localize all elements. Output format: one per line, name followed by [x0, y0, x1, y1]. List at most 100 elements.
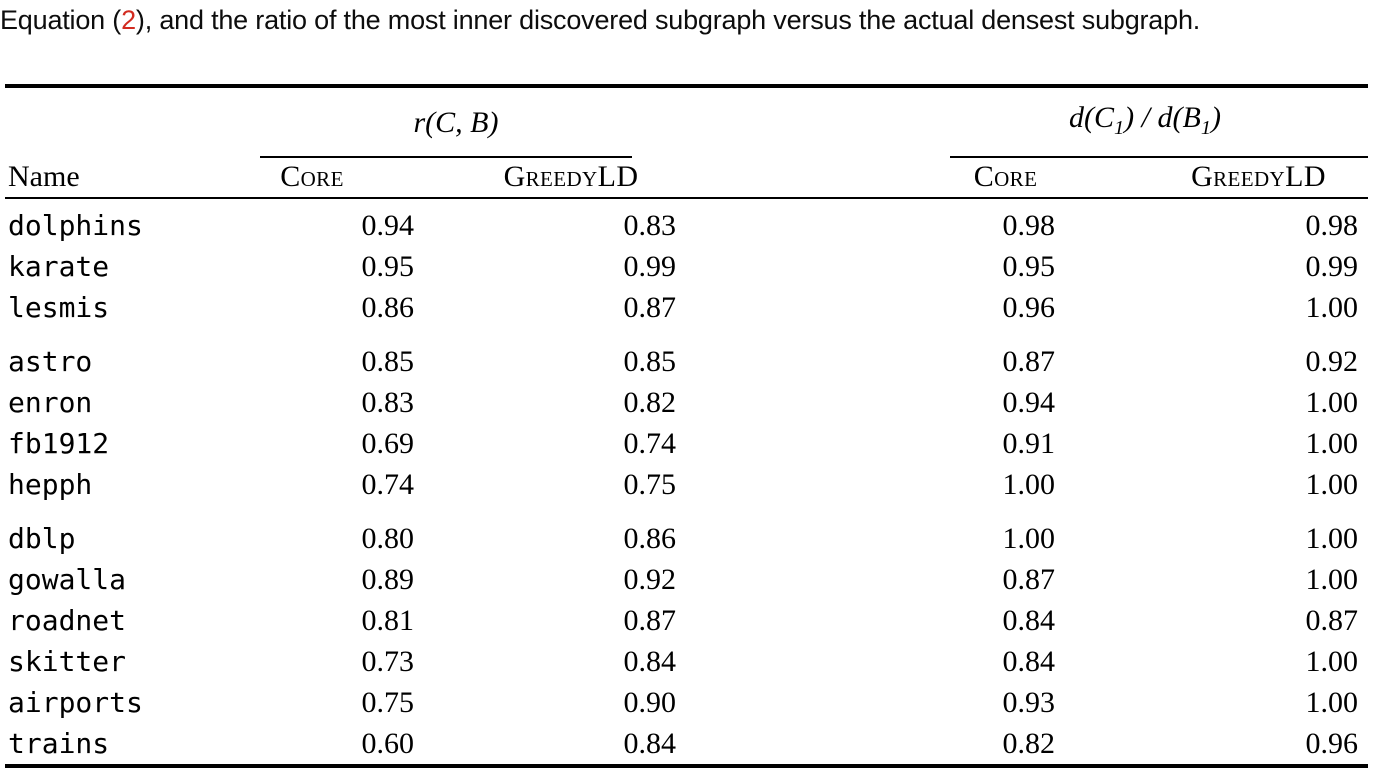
value-density-greedyld: 1.00 — [1305, 385, 1359, 419]
value-ratio-core: 0.74 — [361, 467, 415, 501]
value-density-core: 0.87 — [1002, 344, 1056, 378]
dataset-name: roadnet — [8, 604, 127, 637]
value-ratio-greedyld: 0.87 — [623, 603, 677, 637]
value-density-greedyld: 1.00 — [1305, 562, 1359, 596]
caption-suffix: ), and the ratio of the most inner disco… — [135, 5, 1201, 35]
dataset-name: gowalla — [8, 563, 127, 596]
value-density-core: 0.84 — [1002, 603, 1056, 637]
value-density-core: 0.98 — [1002, 208, 1056, 242]
value-density-core: 0.95 — [1002, 249, 1056, 283]
dataset-name: skitter — [8, 645, 127, 678]
column-header-core-density: Core — [973, 160, 1038, 193]
value-density-greedyld: 0.92 — [1305, 344, 1359, 378]
table-row: trains 0.60 0.84 0.82 0.96 — [5, 723, 1368, 764]
dataset-name: airports — [8, 686, 143, 719]
value-ratio-greedyld: 0.90 — [623, 685, 677, 719]
dataset-name: hepph — [8, 468, 93, 501]
table-row: skitter 0.73 0.84 0.84 1.00 — [5, 641, 1368, 682]
cmidrule-density — [950, 142, 1368, 158]
value-density-greedyld: 0.96 — [1305, 726, 1359, 760]
value-ratio-greedyld: 0.83 — [623, 208, 677, 242]
value-ratio-core: 0.81 — [361, 603, 415, 637]
table-row: roadnet 0.81 0.87 0.84 0.87 — [5, 600, 1368, 641]
value-ratio-greedyld: 0.82 — [623, 385, 677, 419]
table-row: hepph 0.74 0.75 1.00 1.00 — [5, 464, 1368, 505]
table-row: karate 0.95 0.99 0.95 0.99 — [5, 246, 1368, 287]
group-header-row: r(C, B) d(C1) / d(B1) — [5, 88, 1368, 142]
value-ratio-core: 0.89 — [361, 562, 415, 596]
value-density-core: 0.84 — [1002, 644, 1056, 678]
value-ratio-greedyld: 0.99 — [623, 249, 677, 283]
value-density-greedyld: 0.98 — [1305, 208, 1359, 242]
value-ratio-core: 0.75 — [361, 685, 415, 719]
caption-prefix: Equation ( — [0, 5, 122, 35]
value-density-greedyld: 1.00 — [1305, 290, 1359, 324]
density-pre: d(C — [1068, 101, 1114, 134]
table-row: gowalla 0.89 0.92 0.87 1.00 — [5, 559, 1368, 600]
value-ratio-greedyld: 0.85 — [623, 344, 677, 378]
value-density-greedyld: 0.87 — [1305, 603, 1359, 637]
equation-ref-link[interactable]: 2 — [121, 5, 136, 35]
column-header-greedyld-ratio: GreedyLD — [503, 160, 639, 193]
group-header-density: d(C1) / d(B1) — [922, 101, 1368, 142]
dataset-name: trains — [8, 727, 110, 760]
table-row: fb1912 0.69 0.74 0.91 1.00 — [5, 423, 1368, 464]
density-post: ) — [1211, 101, 1222, 134]
density-sub1: 1 — [1113, 117, 1125, 139]
density-mid: ) / d(B — [1124, 101, 1201, 134]
cmidrule-ratio — [260, 142, 632, 158]
value-ratio-core: 0.73 — [361, 644, 415, 678]
value-ratio-core: 0.86 — [361, 290, 415, 324]
dataset-name: karate — [8, 250, 110, 283]
results-table: r(C, B) d(C1) / d(B1) Name Core GreedyLD… — [5, 84, 1368, 768]
cmidrule-row — [5, 142, 1368, 158]
value-ratio-greedyld: 0.86 — [623, 521, 677, 555]
value-ratio-greedyld: 0.92 — [623, 562, 677, 596]
value-density-greedyld: 1.00 — [1305, 644, 1359, 678]
dataset-name: enron — [8, 386, 93, 419]
density-sub2: 1 — [1200, 117, 1212, 139]
value-density-core: 0.96 — [1002, 290, 1056, 324]
dataset-name: fb1912 — [8, 427, 110, 460]
value-density-greedyld: 1.00 — [1305, 685, 1359, 719]
column-header-row: Name Core GreedyLD Core GreedyLD — [5, 158, 1368, 199]
value-density-core: 1.00 — [1002, 521, 1056, 555]
value-density-greedyld: 1.00 — [1305, 467, 1359, 501]
column-header-core-ratio: Core — [280, 160, 344, 193]
table-row: dblp 0.80 0.86 1.00 1.00 — [5, 518, 1368, 559]
table-row: dolphins 0.94 0.83 0.98 0.98 — [5, 205, 1368, 246]
group-header-ratio: r(C, B) — [413, 106, 499, 139]
value-density-core: 1.00 — [1002, 467, 1056, 501]
value-density-core: 0.91 — [1002, 426, 1056, 460]
value-ratio-greedyld: 0.87 — [623, 290, 677, 324]
value-ratio-core: 0.95 — [361, 249, 415, 283]
value-ratio-greedyld: 0.84 — [623, 726, 677, 760]
value-density-core: 0.94 — [1002, 385, 1056, 419]
value-ratio-greedyld: 0.84 — [623, 644, 677, 678]
dataset-name: lesmis — [8, 291, 110, 324]
dataset-name: dolphins — [8, 209, 143, 242]
value-ratio-core: 0.85 — [361, 344, 415, 378]
dataset-name: astro — [8, 345, 93, 378]
value-density-greedyld: 1.00 — [1305, 521, 1359, 555]
value-ratio-core: 0.69 — [361, 426, 415, 460]
table-row: airports 0.75 0.90 0.93 1.00 — [5, 682, 1368, 723]
value-ratio-core: 0.80 — [361, 521, 415, 555]
value-ratio-core: 0.60 — [361, 726, 415, 760]
table-caption: Equation (2), and the ratio of the most … — [0, 3, 1377, 37]
value-ratio-core: 0.83 — [361, 385, 415, 419]
value-density-core: 0.87 — [1002, 562, 1056, 596]
table-body: dolphins 0.94 0.83 0.98 0.98 karate 0.95… — [5, 199, 1368, 764]
table-row: lesmis 0.86 0.87 0.96 1.00 — [5, 287, 1368, 328]
value-density-core: 0.93 — [1002, 685, 1056, 719]
value-density-greedyld: 1.00 — [1305, 426, 1359, 460]
value-ratio-core: 0.94 — [361, 208, 415, 242]
dataset-name: dblp — [8, 522, 76, 555]
value-density-core: 0.82 — [1002, 726, 1056, 760]
table-row: astro 0.85 0.85 0.87 0.92 — [5, 341, 1368, 382]
table-row: enron 0.83 0.82 0.94 1.00 — [5, 382, 1368, 423]
column-header-greedyld-density: GreedyLD — [1191, 160, 1326, 193]
column-header-name: Name — [8, 160, 80, 193]
value-ratio-greedyld: 0.74 — [623, 426, 677, 460]
value-ratio-greedyld: 0.75 — [623, 467, 677, 501]
